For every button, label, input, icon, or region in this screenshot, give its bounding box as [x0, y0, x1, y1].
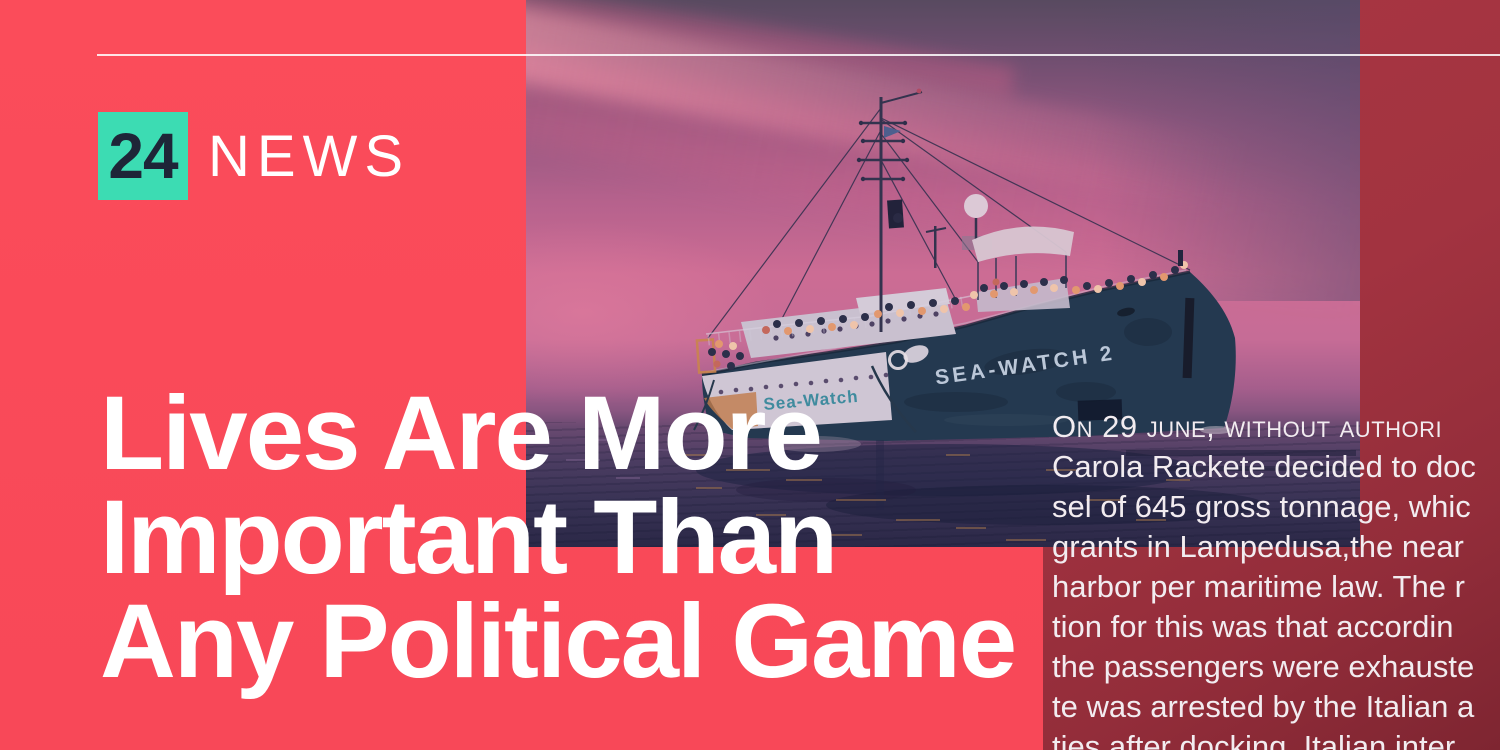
ship-illustration: SEA-WATCH 2 Sea-Watch: [566, 88, 1356, 541]
article-text: On 29 june, without authori Carola Racke…: [1052, 407, 1476, 750]
logo-number-box: 24: [98, 112, 188, 200]
article-line: tion for this was that accordin: [1052, 609, 1454, 644]
article-line: Carola Rackete decided to doc: [1052, 449, 1476, 484]
ship-mast: [856, 88, 947, 332]
sea-reflection: [566, 436, 1356, 541]
top-divider-line: [97, 54, 1500, 56]
logo[interactable]: 24 NEWS: [98, 112, 410, 200]
article-line: ties after docking. Italian inter: [1052, 729, 1456, 750]
headline-line: Lives Are More: [100, 375, 823, 492]
article-line: On 29 june, without authori: [1052, 409, 1443, 444]
headline[interactable]: Lives Are More Important Than Any Politi…: [100, 375, 1017, 700]
logo-number: 24: [108, 120, 178, 192]
article-line: te was arrested by the Italian a: [1052, 689, 1475, 724]
article-line: grants in Lampedusa,the near: [1052, 529, 1464, 564]
logo-word: NEWS: [208, 123, 410, 189]
headline-line: Important Than: [100, 479, 838, 596]
ship-photo: SEA-WATCH 2 Sea-Watch: [526, 0, 1360, 547]
article-line: sel of 645 gross tonnage, whic: [1052, 489, 1471, 524]
headline-line: Any Political Game: [100, 583, 1017, 700]
deck-canopy: [972, 226, 1074, 300]
article-line: harbor per maritime law. The r: [1052, 569, 1465, 604]
article-line: the passengers were exhauste: [1052, 649, 1475, 684]
crowd-people: [708, 250, 1188, 370]
